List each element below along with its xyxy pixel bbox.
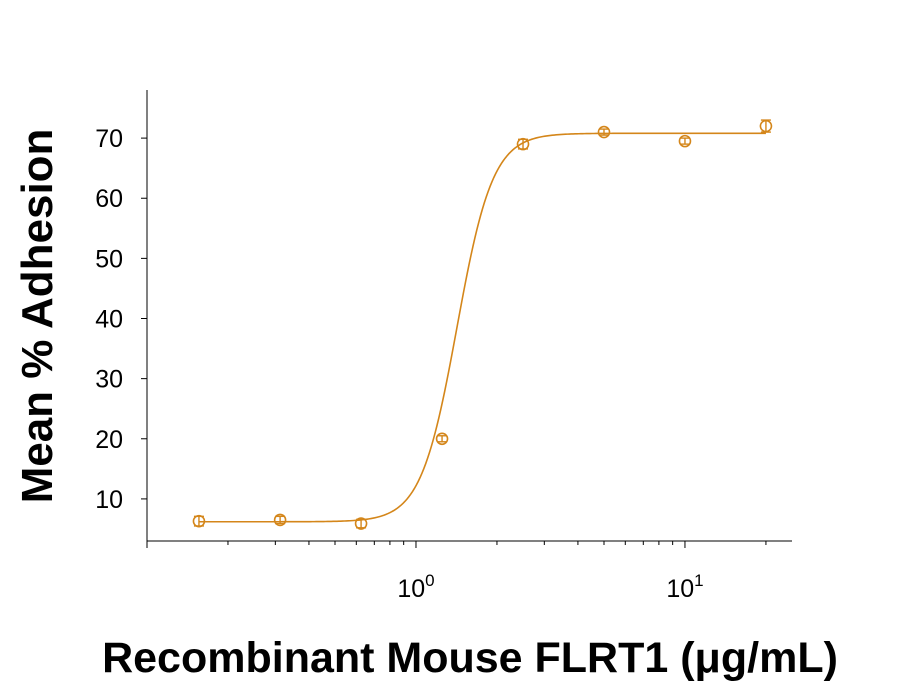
- point-marker: [354, 517, 368, 530]
- data-point: [192, 514, 206, 528]
- y-tick-label: 40: [95, 306, 123, 334]
- y-axis-title: Mean % Adhesion: [13, 129, 62, 504]
- y-tick-label: 60: [95, 185, 123, 213]
- point-marker: [597, 125, 611, 139]
- data-point: [354, 517, 368, 530]
- y-tick-label: 70: [95, 125, 123, 153]
- y-tick-label: 20: [95, 426, 123, 454]
- data-point: [678, 134, 692, 148]
- point-marker: [192, 514, 206, 528]
- point-marker: [759, 119, 773, 133]
- axes: [146, 90, 792, 542]
- point-marker: [435, 432, 449, 446]
- data-points: [192, 119, 773, 530]
- y-tick-label: 10: [95, 486, 123, 514]
- data-point: [435, 432, 449, 446]
- data-point: [759, 119, 773, 133]
- point-marker: [516, 137, 530, 151]
- data-point: [273, 513, 287, 527]
- fit-curve: [198, 132, 766, 523]
- y-tick-label: 30: [95, 366, 123, 394]
- y-ticks: 10 20 30 40 50 60 70: [95, 125, 147, 514]
- point-marker: [678, 134, 692, 148]
- y-tick-label: 50: [95, 245, 123, 273]
- x-axis-title: Recombinant Mouse FLRT1 (μg/mL): [102, 634, 838, 682]
- point-marker: [273, 513, 287, 527]
- data-point: [516, 137, 530, 151]
- data-point: [597, 125, 611, 139]
- x-ticks: 100 101: [146, 541, 767, 603]
- x-tick-label: 101: [666, 571, 703, 603]
- x-tick-label: 100: [397, 571, 434, 603]
